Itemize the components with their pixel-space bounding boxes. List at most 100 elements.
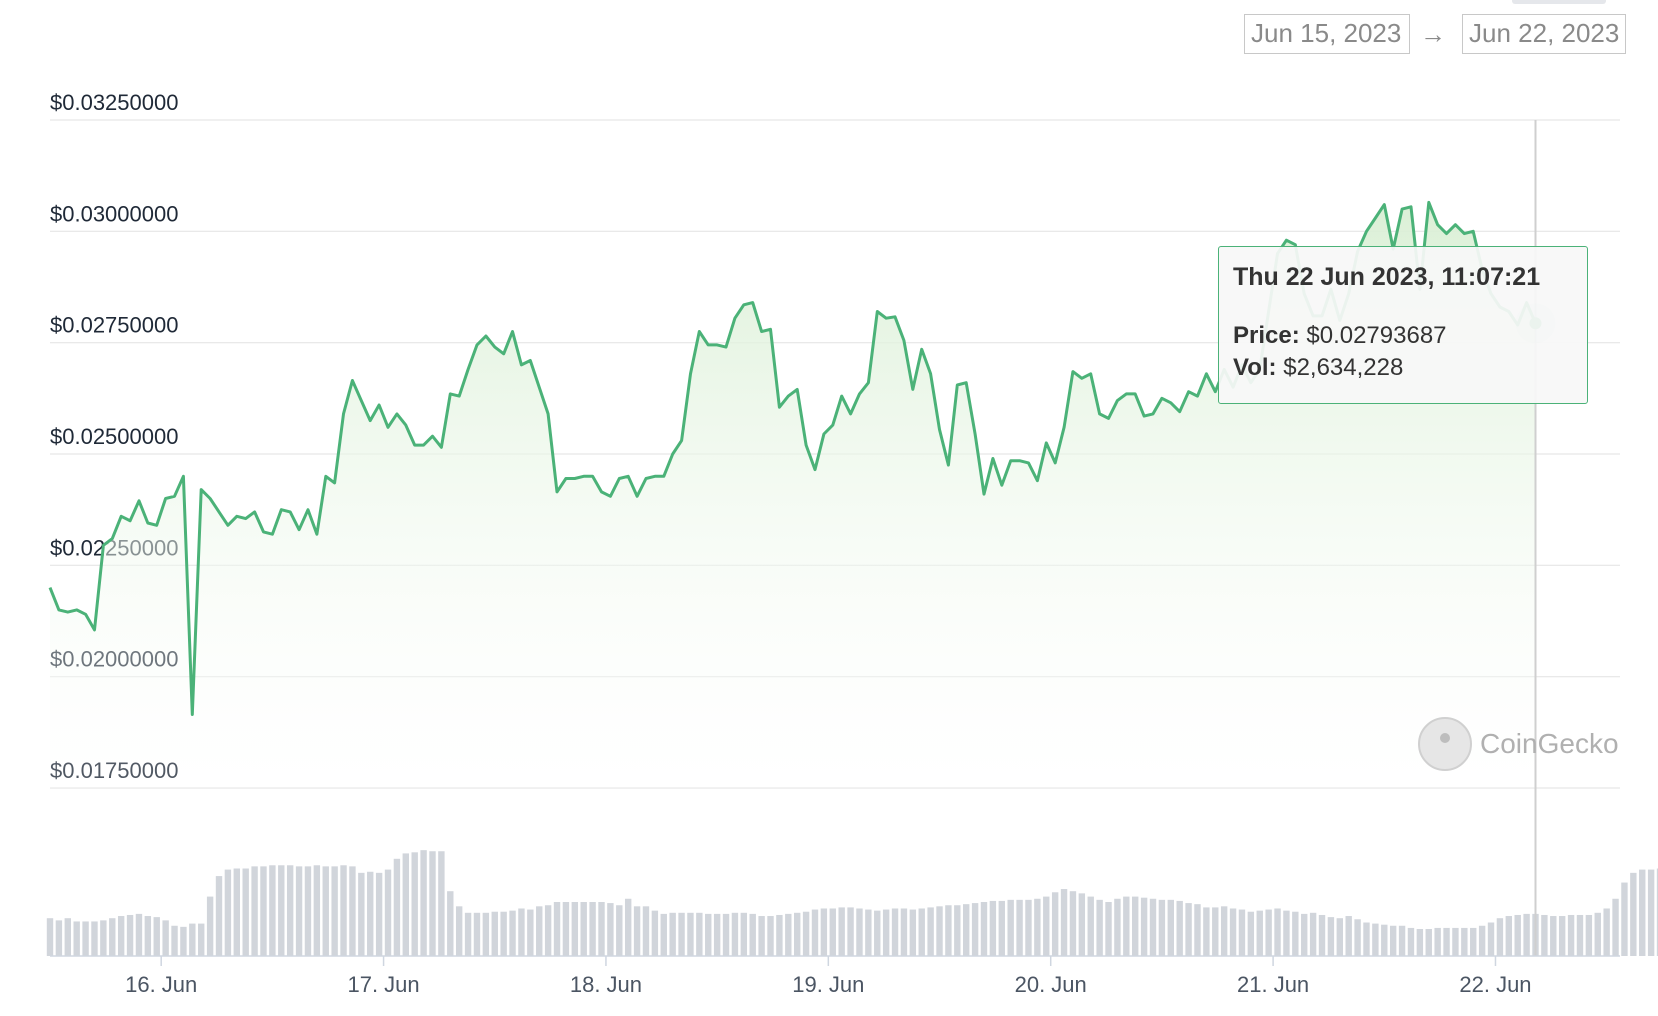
volume-bar bbox=[829, 908, 836, 956]
volume-bar bbox=[420, 850, 427, 956]
volume-bar bbox=[260, 866, 267, 956]
volume-bar bbox=[651, 910, 659, 956]
volume-bar bbox=[891, 908, 899, 956]
volume-bar bbox=[1176, 900, 1183, 956]
volume-bar bbox=[162, 920, 169, 956]
volume-bar bbox=[1487, 922, 1495, 956]
volume-bar bbox=[687, 912, 694, 956]
volume-bar bbox=[153, 917, 160, 956]
volume-bar bbox=[358, 872, 365, 956]
volume-bar bbox=[1025, 899, 1032, 956]
volume-bar bbox=[527, 909, 534, 956]
volume-bar bbox=[1621, 882, 1628, 956]
volume-bar bbox=[589, 902, 596, 956]
volume-bar bbox=[1434, 927, 1441, 956]
volume-bars bbox=[46, 850, 1658, 956]
volume-bar bbox=[1336, 918, 1344, 956]
volume-bar bbox=[1149, 898, 1157, 956]
volume-bar bbox=[1576, 914, 1584, 956]
volume-bar bbox=[598, 902, 605, 956]
volume-bar bbox=[1283, 910, 1290, 956]
volume-bar bbox=[927, 907, 934, 956]
volume-bar bbox=[1558, 916, 1566, 956]
volume-bar bbox=[1478, 925, 1486, 956]
volume-bar bbox=[109, 918, 116, 956]
date-from-input[interactable]: Jun 15, 2023 bbox=[1244, 14, 1410, 54]
volume-bar bbox=[1612, 898, 1619, 956]
volume-bar bbox=[1229, 908, 1237, 956]
volume-bar bbox=[847, 907, 854, 956]
volume-bar bbox=[500, 911, 507, 956]
volume-bar bbox=[1007, 899, 1014, 956]
volume-bar bbox=[1114, 898, 1121, 956]
volume-bar bbox=[1123, 896, 1130, 956]
volume-bar bbox=[1372, 923, 1379, 956]
volume-bar bbox=[1043, 896, 1050, 956]
volume-bar bbox=[509, 910, 516, 956]
volume-bar bbox=[1452, 927, 1459, 956]
volume-bar bbox=[117, 916, 125, 956]
volume-bar bbox=[171, 925, 178, 956]
volume-bar bbox=[1078, 893, 1086, 956]
volume-bar bbox=[1060, 889, 1068, 956]
volume-bar bbox=[278, 865, 285, 956]
volume-bar bbox=[1087, 896, 1094, 956]
volume-bar bbox=[989, 900, 997, 956]
volume-bar bbox=[126, 914, 134, 956]
volume-bar bbox=[971, 903, 979, 956]
volume-bar bbox=[820, 908, 828, 956]
volume-bar bbox=[607, 903, 614, 956]
volume-bar bbox=[1656, 868, 1658, 956]
volume-bar bbox=[909, 909, 917, 956]
volume-bar bbox=[322, 866, 329, 956]
volume-bar bbox=[215, 876, 223, 956]
volume-bar bbox=[1220, 906, 1228, 956]
volume-bar bbox=[429, 851, 436, 956]
volume-bar bbox=[1203, 907, 1210, 956]
volume-bar bbox=[678, 912, 685, 956]
x-tick-label: 20. Jun bbox=[1015, 972, 1087, 997]
volume-bar bbox=[544, 905, 552, 956]
x-tick-label: 21. Jun bbox=[1237, 972, 1309, 997]
x-tick-label: 22. Jun bbox=[1459, 972, 1531, 997]
x-axis-labels: 16. Jun 17. Jun 18. Jun 19. Jun 20. Jun 21. J… bbox=[125, 956, 1532, 997]
tooltip-vol-label: Vol: bbox=[1233, 354, 1277, 381]
volume-bar bbox=[304, 866, 312, 956]
volume-bar bbox=[954, 905, 961, 956]
volume-bar bbox=[767, 916, 774, 956]
volume-bar bbox=[1301, 913, 1308, 956]
volume-bar bbox=[1034, 898, 1041, 956]
volume-bar bbox=[1461, 927, 1468, 956]
volume-bar bbox=[776, 914, 783, 956]
volume-bar bbox=[1274, 908, 1281, 956]
volume-bar bbox=[1647, 869, 1655, 956]
volume-bar bbox=[464, 912, 472, 956]
volume-bar bbox=[1016, 899, 1023, 956]
y-tick-label: $0.02500000 bbox=[50, 424, 178, 449]
volume-bar bbox=[1327, 917, 1335, 956]
x-tick-label: 18. Jun bbox=[570, 972, 642, 997]
volume-bar bbox=[713, 913, 721, 956]
volume-bar bbox=[180, 926, 187, 956]
volume-bar bbox=[313, 865, 321, 956]
x-tick-label: 16. Jun bbox=[125, 972, 197, 997]
volume-bar bbox=[1389, 925, 1397, 956]
volume-bar bbox=[731, 912, 739, 956]
volume-bar bbox=[55, 920, 63, 956]
y-tick-label: $0.03000000 bbox=[50, 201, 178, 226]
volume-bar bbox=[882, 909, 890, 956]
volume-bar bbox=[455, 906, 463, 956]
volume-bar bbox=[536, 906, 543, 956]
volume-bar bbox=[144, 916, 152, 956]
date-to-input[interactable]: Jun 22, 2023 bbox=[1462, 14, 1626, 54]
volume-bar bbox=[340, 865, 347, 956]
volume-bar bbox=[1381, 924, 1388, 956]
y-tick-label: $0.03250000 bbox=[50, 90, 178, 115]
volume-bar bbox=[482, 912, 490, 956]
volume-bar bbox=[286, 865, 294, 956]
price-tooltip: Thu 22 Jun 2023, 11:07:21 Price: $0.0279… bbox=[1218, 246, 1588, 404]
volume-bar bbox=[918, 908, 925, 956]
volume-bar bbox=[749, 913, 756, 956]
volume-bar bbox=[1354, 919, 1361, 956]
